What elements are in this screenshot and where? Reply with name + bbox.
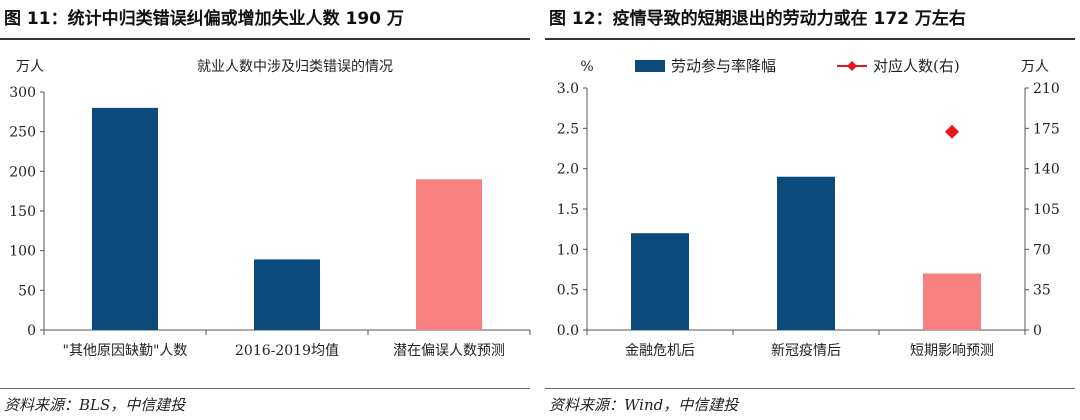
right-y-tick-label-left: 2.5 — [557, 121, 579, 137]
right-bar — [777, 176, 835, 330]
right-y-tick-label-right: 70 — [1033, 242, 1051, 258]
figure-12-title: 图 12：疫情导致的短期退出的劳动力或在 172 万左右 — [549, 9, 966, 29]
figure-12-chart: % 万人 劳动参与率降幅 对应人数(右) 0.0 0.5 1.0 1.5 2.0 2.5 3.… — [557, 57, 1060, 359]
right-y-tick-label-left: 3.0 — [557, 81, 579, 97]
figure-12-panel: 图 12：疫情导致的短期退出的劳动力或在 172 万左右 % 万人 劳动参与率降… — [545, 0, 1080, 420]
legend-label-marker: 对应人数(右) — [873, 57, 960, 75]
figure-11-top-rule — [0, 38, 530, 40]
right-bar — [631, 233, 689, 330]
right-marker-point — [945, 124, 959, 139]
left-bar — [92, 107, 158, 330]
left-x-tick-label: 潜在偏误人数预测 — [393, 343, 505, 359]
left-y-axis-label: 万人 — [16, 59, 44, 75]
left-y-tick-label: 0 — [27, 323, 36, 339]
left-x-tick-label: "其他原因缺勤"人数 — [63, 343, 188, 359]
right-y-axis-label-left: % — [580, 59, 593, 75]
right-y-tick-label-left: 1.0 — [557, 242, 579, 258]
left-y-tick-label: 150 — [9, 204, 36, 220]
left-bar — [254, 259, 320, 330]
right-y-tick-label-left: 0.0 — [557, 323, 579, 339]
right-x-tick-label: 新冠疫情后 — [771, 343, 841, 359]
right-y-tick-label-right: 140 — [1033, 162, 1060, 178]
figure-11-source: 资料来源：BLS，中信建投 — [4, 396, 186, 414]
left-bar — [416, 179, 482, 330]
figure-12-bottom-rule — [545, 388, 1075, 389]
left-chart-title: 就业人数中涉及归类错误的情况 — [197, 58, 393, 75]
left-y-tick-label: 50 — [18, 283, 36, 299]
figure-11-panel: 图 11：统计中归类错误纠偏或增加失业人数 190 万 万人 就业人数中涉及归类… — [0, 9, 531, 414]
left-y-tick-label: 250 — [9, 125, 36, 141]
right-y-tick-label-right: 0 — [1033, 323, 1042, 339]
legend-swatch-marker — [847, 61, 857, 71]
right-y-tick-label-right: 175 — [1033, 121, 1060, 137]
left-x-tick-label: 2016-2019均值 — [235, 343, 339, 359]
left-y-tick-label: 100 — [9, 244, 36, 260]
right-y-tick-label-right: 105 — [1033, 202, 1060, 218]
legend-label-bar: 劳动参与率降幅 — [671, 57, 776, 75]
right-x-tick-label: 金融危机后 — [625, 343, 695, 359]
figure-11-title: 图 11：统计中归类错误纠偏或增加失业人数 190 万 — [4, 9, 404, 29]
figure-12-top-rule — [545, 38, 1075, 40]
figure-12-source: 资料来源：Wind，中信建投 — [549, 396, 739, 414]
right-y-axis-label-right: 万人 — [1021, 59, 1049, 75]
figure-11-bottom-rule — [0, 388, 530, 389]
left-y-tick-label: 300 — [9, 85, 36, 101]
right-y-tick-label-left: 1.5 — [557, 202, 579, 218]
right-bar — [923, 273, 981, 330]
figure-11-chart: 万人 就业人数中涉及归类错误的情况 0 50 100 150 200 250 300 "其他原… — [9, 58, 531, 359]
right-y-tick-label-right: 210 — [1033, 81, 1060, 97]
right-y-tick-label-left: 0.5 — [557, 283, 579, 299]
left-y-tick-label: 200 — [9, 164, 36, 180]
right-y-tick-label-left: 2.0 — [557, 162, 579, 178]
legend-swatch-bar — [635, 60, 665, 72]
right-y-tick-label-right: 35 — [1033, 283, 1051, 299]
right-x-tick-label: 短期影响预测 — [910, 343, 994, 359]
